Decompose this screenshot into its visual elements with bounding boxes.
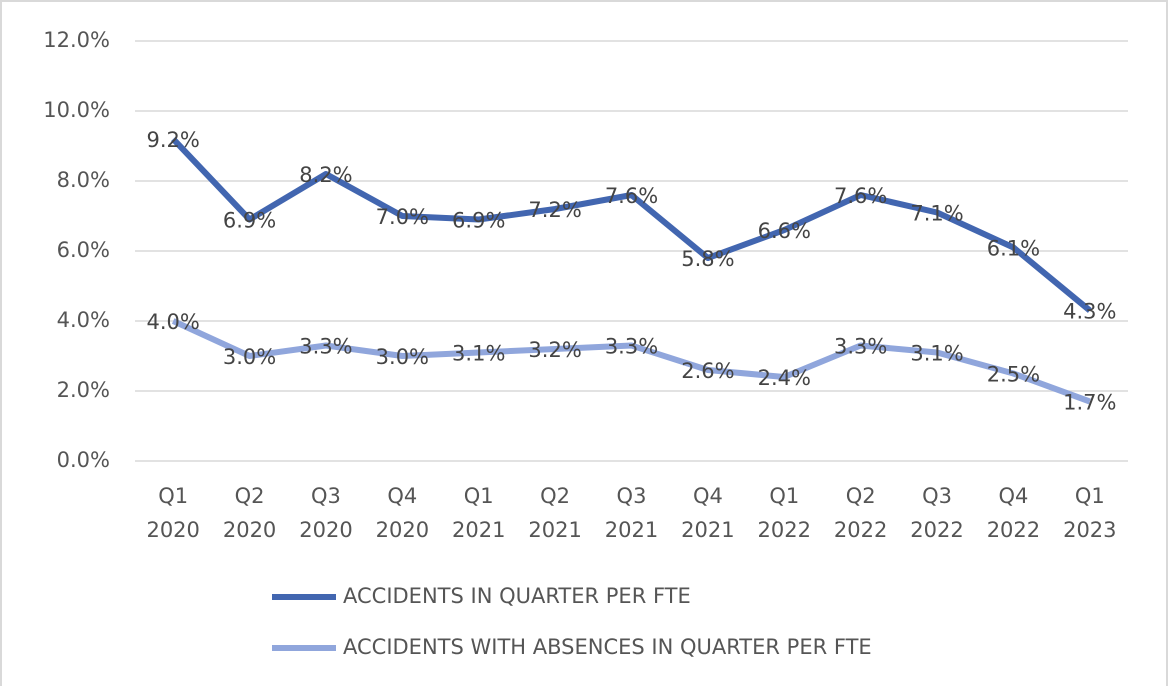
x-tick-label: Q2 2021: [528, 484, 581, 542]
data-label: 7.0%: [376, 205, 429, 229]
y-tick-label: 8.0%: [57, 168, 110, 192]
y-tick-label: 12.0%: [43, 28, 110, 52]
x-tick-label: Q2 2022: [834, 484, 887, 542]
y-tick-label: 2.0%: [57, 378, 110, 402]
data-label: 6.6%: [758, 219, 811, 243]
x-tick-label: Q4 2020: [376, 484, 429, 542]
data-label: 2.6%: [681, 359, 734, 383]
data-label: 4.0%: [147, 310, 200, 334]
data-label: 7.1%: [910, 202, 963, 226]
series-line: [171, 136, 1092, 313]
data-label: 3.1%: [910, 342, 963, 366]
y-tick-label: 4.0%: [57, 308, 110, 332]
data-label: 3.0%: [376, 345, 429, 369]
data-label: 7.2%: [528, 198, 581, 222]
x-tick-label: Q3 2020: [299, 484, 352, 542]
data-label: 3.3%: [605, 335, 658, 359]
data-label: 4.3%: [1063, 300, 1116, 324]
x-tick-label: Q4 2022: [987, 484, 1040, 542]
x-tick-label: Q2 2020: [223, 484, 276, 542]
x-tick-label: Q3 2022: [910, 484, 963, 542]
data-label: 5.8%: [681, 247, 734, 271]
x-tick-label: Q1 2021: [452, 484, 505, 542]
y-tick-label: 0.0%: [57, 448, 110, 472]
x-tick-label: Q4 2021: [681, 484, 734, 542]
x-tick-label: Q1 2023: [1063, 484, 1116, 542]
y-tick-label: 10.0%: [43, 98, 110, 122]
data-label: 6.1%: [987, 237, 1040, 261]
data-label: 6.9%: [223, 209, 276, 233]
data-label: 3.3%: [299, 335, 352, 359]
x-tick-label: Q1 2020: [146, 484, 199, 542]
data-label: 8.2%: [299, 163, 352, 187]
x-tick-label: Q3 2021: [605, 484, 658, 542]
data-label: 2.4%: [758, 366, 811, 390]
data-label: 3.3%: [834, 335, 887, 359]
data-label: 6.9%: [452, 209, 505, 233]
data-label: 3.0%: [223, 345, 276, 369]
data-label: 2.5%: [987, 363, 1040, 387]
data-label: 9.2%: [147, 128, 200, 152]
legend-label: ACCIDENTS IN QUARTER PER FTE: [343, 584, 691, 608]
data-label: 7.6%: [605, 184, 658, 208]
y-tick-label: 6.0%: [57, 238, 110, 262]
data-label: 1.7%: [1063, 391, 1116, 415]
data-label: 3.1%: [452, 342, 505, 366]
x-tick-label: Q1 2022: [758, 484, 811, 542]
data-label: 7.6%: [834, 184, 887, 208]
data-label: 3.2%: [528, 338, 581, 362]
series-line: [171, 318, 1091, 405]
legend-label: ACCIDENTS WITH ABSENCES IN QUARTER PER F…: [343, 635, 872, 659]
